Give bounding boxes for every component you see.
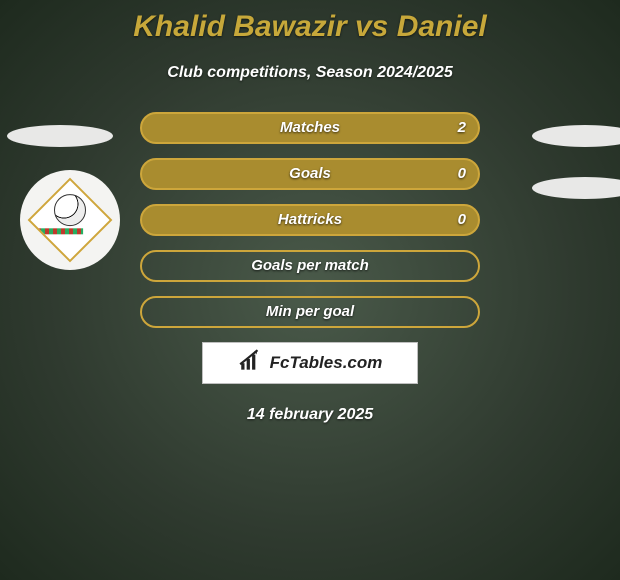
stat-row-value: 0 <box>458 160 466 188</box>
bar-chart-icon <box>238 348 264 379</box>
page-title: Khalid Bawazir vs Daniel <box>0 0 620 44</box>
subtitle: Club competitions, Season 2024/2025 <box>0 64 620 82</box>
stat-row: Goals per match <box>140 250 480 282</box>
stat-row-label: Goals per match <box>251 252 369 280</box>
stat-row: Matches 2 <box>140 112 480 144</box>
stat-row-label: Goals <box>289 160 331 188</box>
site-logo-text: FcTables.com <box>270 353 383 373</box>
date-text: 14 february 2025 <box>0 406 620 424</box>
stats-rows-container: Matches 2 Goals 0 Hattricks 0 Goals per match M… <box>0 112 620 328</box>
stat-row-value: 0 <box>458 206 466 234</box>
stat-row-label: Matches <box>280 114 340 142</box>
stat-row-label: Min per goal <box>266 298 354 326</box>
stat-row-value: 2 <box>458 114 466 142</box>
stat-row: Goals 0 <box>140 158 480 190</box>
stat-row-label: Hattricks <box>278 206 342 234</box>
stat-row: Hattricks 0 <box>140 204 480 236</box>
site-logo[interactable]: FcTables.com <box>202 342 418 384</box>
stat-row: Min per goal <box>140 296 480 328</box>
